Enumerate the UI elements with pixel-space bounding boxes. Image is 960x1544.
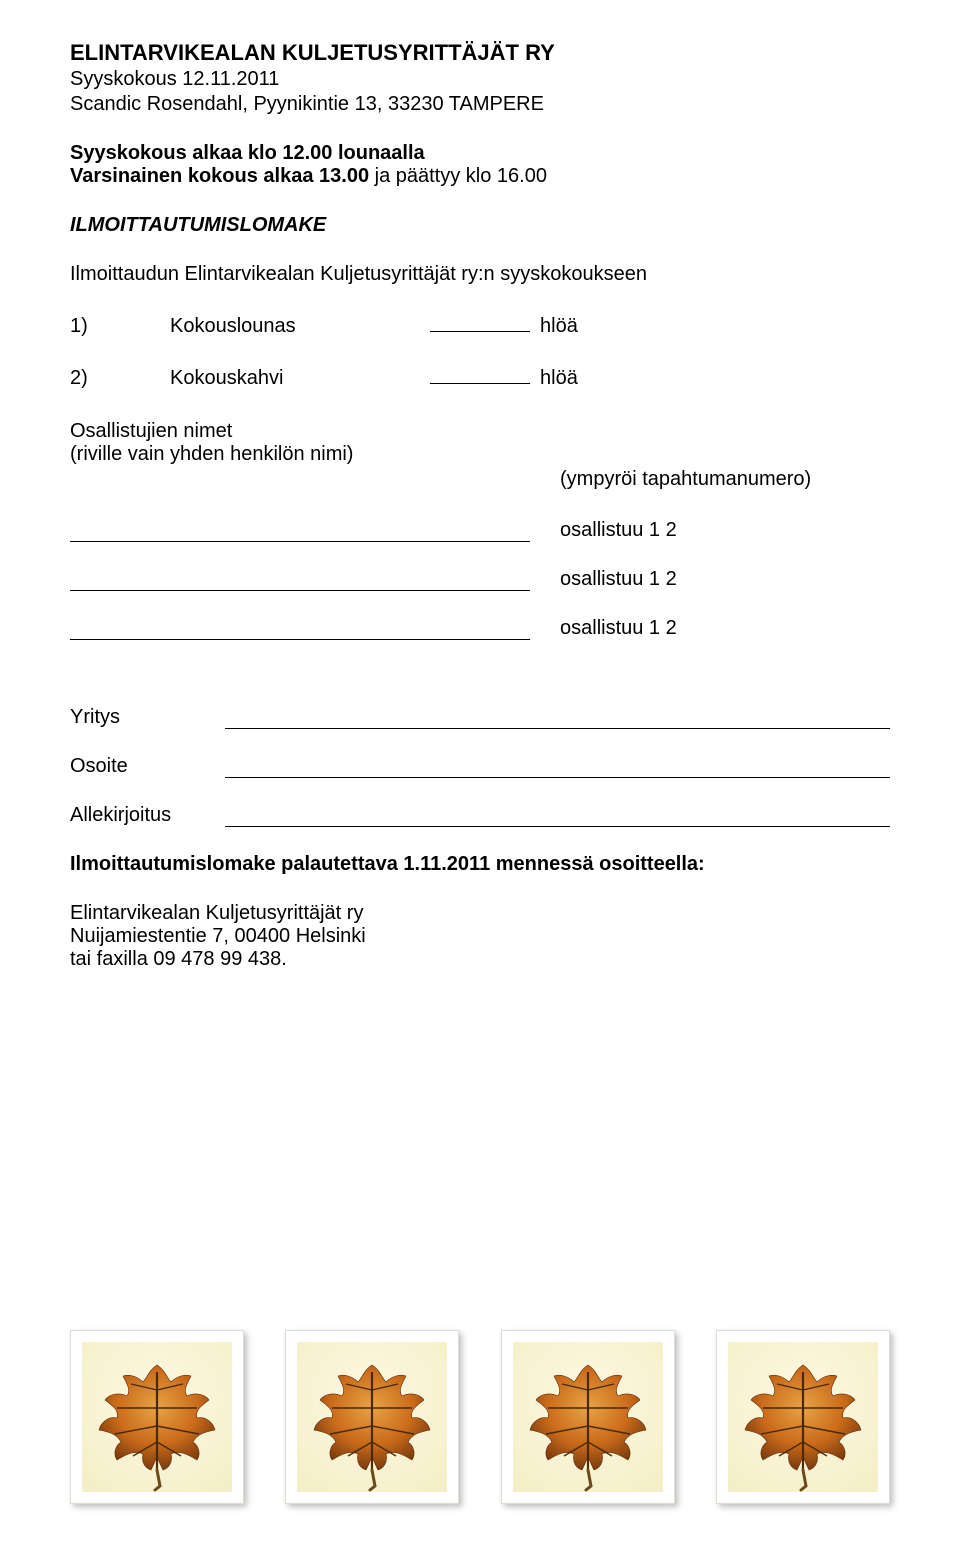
- contact-line-2: Nuijamiestentie 7, 00400 Helsinki: [70, 925, 890, 948]
- allekirjoitus-label: Allekirjoitus: [70, 804, 225, 827]
- subtitle: Syyskokous 12.11.2011: [70, 68, 890, 91]
- name-line[interactable]: [70, 618, 530, 640]
- allekirjoitus-line[interactable]: [225, 805, 890, 827]
- item-blank[interactable]: [430, 312, 530, 332]
- item-label: Kokouslounas: [170, 315, 430, 338]
- leaf-frame: [716, 1330, 890, 1504]
- varsinainen-rest: ja päättyy klo 16.00: [375, 165, 547, 187]
- contact-line-1: Elintarvikealan Kuljetusyrittäjät ry: [70, 902, 890, 925]
- participant-row: osallistuu 1 2: [70, 519, 890, 542]
- leaf-icon: [82, 1342, 232, 1492]
- participant-row: osallistuu 1 2: [70, 617, 890, 640]
- location: Scandic Rosendahl, Pyynikintie 13, 33230…: [70, 93, 890, 116]
- osoite-row: Osoite: [70, 755, 890, 778]
- form-title: ILMOITTAUTUMISLOMAKE: [70, 214, 890, 237]
- participants-title: Osallistujien nimet: [70, 420, 890, 443]
- item-num: 2): [70, 367, 170, 390]
- name-line[interactable]: [70, 520, 530, 542]
- participants-note: (riville vain yhden henkilön nimi): [70, 443, 890, 466]
- osallistuu-label: osallistuu 1 2: [560, 617, 677, 640]
- osoite-label: Osoite: [70, 755, 225, 778]
- leaf-frame: [285, 1330, 459, 1504]
- name-line[interactable]: [70, 569, 530, 591]
- item-blank[interactable]: [430, 364, 530, 384]
- participant-row: osallistuu 1 2: [70, 568, 890, 591]
- allekirjoitus-row: Allekirjoitus: [70, 804, 890, 827]
- form-item-1: 1) Kokouslounas hlöä: [70, 312, 890, 338]
- leaf-frame: [501, 1330, 675, 1504]
- leaf-icon: [728, 1342, 878, 1492]
- item-num: 1): [70, 315, 170, 338]
- item-unit: hlöä: [540, 315, 578, 338]
- deadline: Ilmoittautumislomake palautettava 1.11.2…: [70, 853, 890, 876]
- osallistuu-label: osallistuu 1 2: [560, 519, 677, 542]
- page-title: ELINTARVIKEALAN KULJETUSYRITTÄJÄT RY: [70, 40, 890, 66]
- item-unit: hlöä: [540, 367, 578, 390]
- varsinainen-bold: Varsinainen kokous alkaa 13.00: [70, 165, 375, 187]
- osoite-line[interactable]: [225, 756, 890, 778]
- osallistuu-label: osallistuu 1 2: [560, 568, 677, 591]
- circle-note: (ympyröi tapahtumanumero): [560, 468, 890, 491]
- leaf-frame: [70, 1330, 244, 1504]
- starts-line: Syyskokous alkaa klo 12.00 lounaalla: [70, 142, 890, 165]
- leaf-icon: [513, 1342, 663, 1492]
- yritys-line[interactable]: [225, 707, 890, 729]
- varsinainen-line: Varsinainen kokous alkaa 13.00 ja päätty…: [70, 165, 890, 188]
- register-line: Ilmoittaudun Elintarvikealan Kuljetusyri…: [70, 263, 890, 286]
- form-item-2: 2) Kokouskahvi hlöä: [70, 364, 890, 390]
- item-label: Kokouskahvi: [170, 367, 430, 390]
- contact-line-3: tai faxilla 09 478 99 438.: [70, 948, 890, 971]
- leaf-icon: [297, 1342, 447, 1492]
- yritys-row: Yritys: [70, 706, 890, 729]
- leaves-row: [70, 1330, 890, 1504]
- yritys-label: Yritys: [70, 706, 225, 729]
